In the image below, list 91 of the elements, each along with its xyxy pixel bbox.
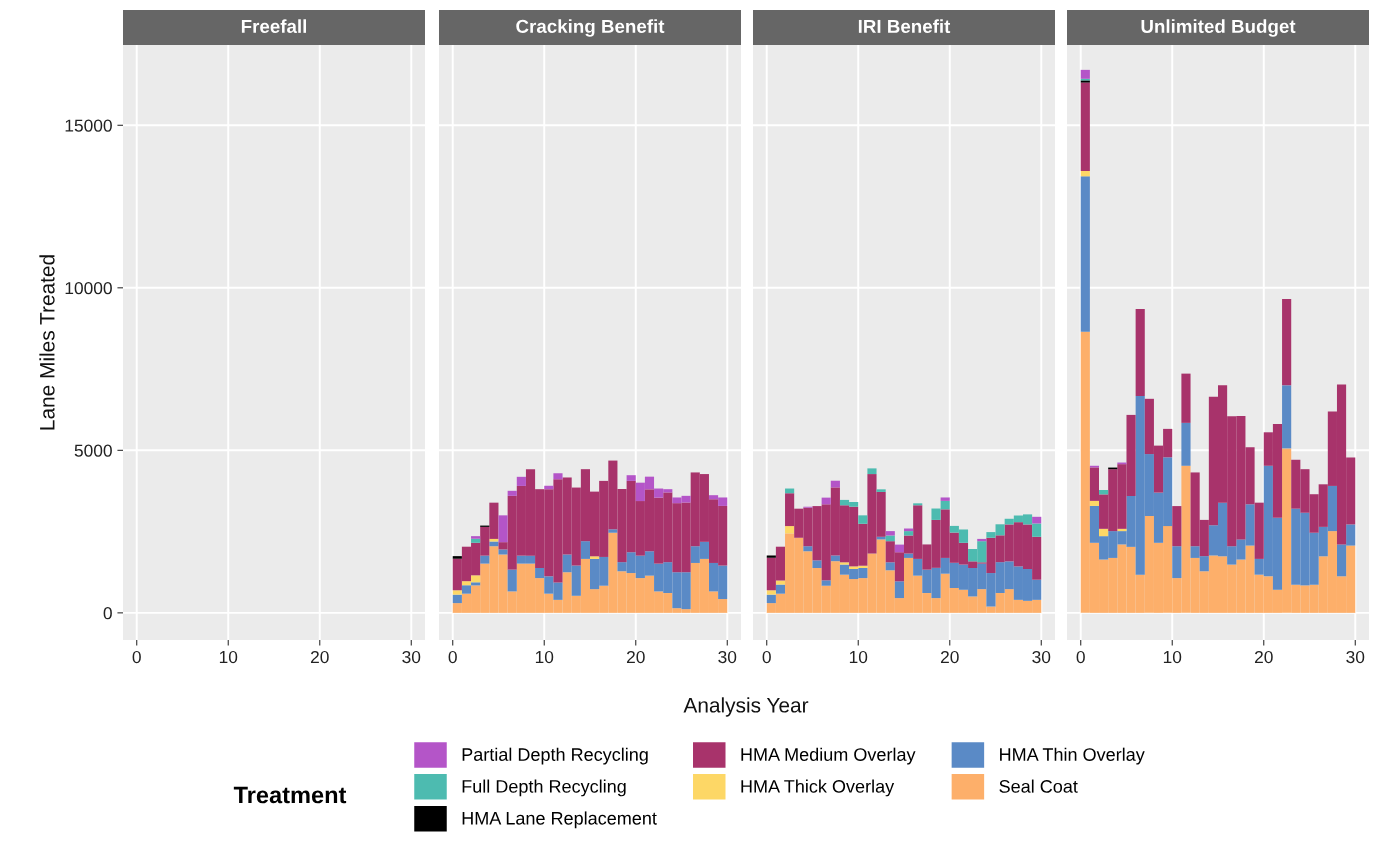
bar	[461, 585, 472, 594]
x-tick-label: 20	[626, 650, 645, 664]
bar	[1181, 373, 1191, 423]
bar	[507, 569, 517, 592]
legend-title: Treatment	[233, 786, 347, 804]
legend-label: HMA Thin Overlay	[1000, 747, 1145, 765]
bar	[885, 531, 895, 536]
bar	[766, 555, 776, 558]
bar	[785, 526, 795, 534]
bar	[1181, 422, 1191, 466]
bar	[858, 515, 868, 524]
bar	[876, 489, 886, 492]
x-tick-label: 0	[762, 650, 771, 664]
bar	[894, 544, 904, 553]
bar	[904, 531, 914, 536]
bar	[608, 529, 618, 533]
x-tick-label: 20	[1254, 650, 1273, 664]
bar	[803, 546, 813, 552]
y-tick-label: 0	[103, 607, 112, 620]
bar	[821, 580, 831, 586]
bar	[839, 562, 850, 565]
bar	[553, 473, 563, 480]
x-tick-label: 0	[448, 650, 457, 664]
x-tick-label: 30	[1032, 650, 1051, 664]
bar	[1172, 546, 1182, 579]
bar	[766, 594, 776, 604]
y-axis-title: Lane Miles Treated	[39, 255, 55, 430]
bar	[1282, 385, 1292, 449]
bar	[940, 497, 950, 501]
chart-title: IRI Benefit	[858, 19, 951, 34]
bar	[1080, 82, 1090, 171]
text: Analysis Year	[683, 697, 809, 717]
bar	[867, 468, 877, 475]
bar	[507, 490, 517, 496]
bar	[580, 541, 590, 559]
bar	[830, 555, 840, 562]
legend-label: HMA Lane Replacement	[462, 811, 657, 829]
x-tick-label: 10	[1163, 650, 1182, 664]
bar	[590, 556, 600, 559]
legend-label: HMA Medium Overlay	[741, 747, 916, 765]
bar	[812, 560, 822, 568]
bar	[471, 536, 481, 539]
y-tick-label: 5000	[74, 444, 112, 457]
y-tick-label: 15000	[65, 119, 112, 132]
bar	[480, 555, 490, 564]
bar	[885, 562, 895, 571]
bar	[626, 475, 636, 481]
bar	[940, 500, 950, 510]
bar	[1080, 170, 1090, 177]
bar	[471, 582, 481, 586]
bar	[452, 594, 462, 604]
x-tick-label: 0	[1076, 650, 1085, 664]
bar	[1080, 69, 1090, 79]
x-tick-label: 10	[219, 650, 238, 664]
bar	[498, 549, 508, 555]
y-tick-label: 10000	[65, 281, 112, 295]
bar	[1172, 506, 1182, 547]
bar	[489, 538, 499, 542]
bar	[1099, 528, 1109, 537]
x-tick-label: 10	[849, 650, 868, 664]
chart-title: Unlimited Budget	[1141, 19, 1296, 37]
bar	[1080, 176, 1090, 332]
bar	[885, 535, 895, 542]
legend-label: Partial Depth Recycling	[462, 747, 648, 765]
chart-title: Cracking Benefit	[516, 19, 665, 37]
bar	[1089, 500, 1100, 506]
bar	[766, 590, 776, 595]
bar	[904, 553, 914, 558]
x-tick-label: 30	[402, 650, 421, 664]
x-tick-label: 30	[1346, 650, 1365, 664]
x-tick-label: 10	[535, 650, 554, 664]
bar	[471, 538, 481, 543]
bar	[1099, 489, 1109, 495]
bar	[1282, 299, 1292, 386]
x-tick-label: 20	[940, 650, 959, 664]
legend-label: Full Depth Recycling	[462, 779, 626, 797]
bar	[775, 580, 786, 585]
bar	[775, 584, 786, 594]
bar	[1135, 308, 1145, 397]
bar	[452, 556, 462, 559]
chart-title: Freefall	[241, 19, 307, 34]
x-tick-label: 30	[718, 650, 737, 664]
x-tick-label: 0	[132, 650, 141, 664]
x-tick-label: 20	[310, 650, 329, 664]
bar	[894, 581, 904, 599]
bar	[452, 590, 462, 595]
bar	[498, 515, 508, 543]
bar	[931, 508, 941, 520]
bar	[516, 476, 526, 486]
legend-label: HMA Thick Overlay	[741, 779, 895, 797]
legend-label: Seal Coat	[999, 779, 1078, 793]
